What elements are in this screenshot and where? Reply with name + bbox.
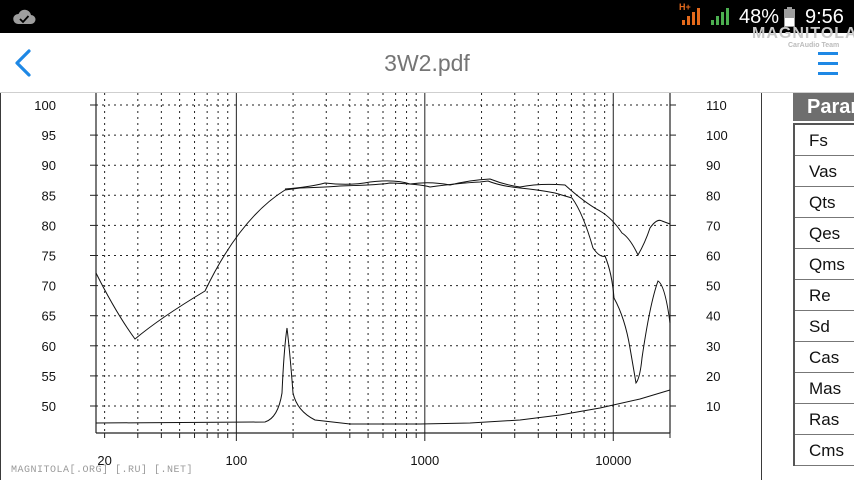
x-axis-tick-label: 1000 bbox=[410, 453, 439, 468]
param-row-fs: Fs bbox=[795, 125, 854, 156]
watermark-logo: MAGNITOLA CarAudio Team bbox=[752, 25, 854, 49]
spl-curve-0deg bbox=[95, 180, 671, 385]
right-axis-tick-label: 40 bbox=[706, 309, 720, 324]
param-row-vas: Vas bbox=[795, 156, 854, 187]
param-row-qes: Qes bbox=[795, 218, 854, 249]
back-arrow-icon[interactable] bbox=[8, 46, 38, 80]
watermark-text: MAGNITOLA[.ORG] [.RU] [.NET] bbox=[11, 465, 194, 476]
left-axis-tick-label: 90 bbox=[42, 158, 56, 173]
parameters-table: Paran Fs Vas Qts Qes Qms Re Sd Cas Mas R… bbox=[788, 93, 854, 480]
document-title: 3W2.pdf bbox=[384, 50, 470, 76]
left-axis-tick-label: 55 bbox=[42, 369, 56, 384]
logo-text: MAGNITOLA bbox=[752, 25, 854, 42]
param-row-ras: Ras bbox=[795, 404, 854, 435]
frequency-response-graph: 100 110 95 100 90 90 85 80 80 70 75 60 70 50 65 40 60 30 5… bbox=[34, 93, 728, 468]
param-row-qts: Qts bbox=[795, 187, 854, 218]
page-left-border bbox=[0, 93, 1, 480]
right-axis-tick-label: 80 bbox=[706, 188, 720, 203]
status-bar: H+ 48% 9:56 bbox=[0, 0, 854, 33]
menu-icon[interactable] bbox=[815, 46, 843, 80]
left-axis-tick-label: 80 bbox=[42, 218, 56, 233]
wifi-signal-icon bbox=[711, 6, 733, 31]
left-axis-tick-label: 95 bbox=[42, 128, 56, 143]
right-axis-tick-label: 30 bbox=[706, 339, 720, 354]
param-row-sd: Sd bbox=[795, 311, 854, 342]
impedance-curve bbox=[95, 327, 671, 425]
param-row-mas: Mas bbox=[795, 373, 854, 404]
clock: 9:56 bbox=[805, 6, 844, 28]
left-axis-tick-label: 85 bbox=[42, 188, 56, 203]
param-row-cms: Cms bbox=[795, 435, 854, 466]
left-axis-tick-label: 100 bbox=[34, 98, 56, 113]
parameters-list: Fs Vas Qts Qes Qms Re Sd Cas Mas Ras Cms bbox=[793, 123, 854, 466]
app-bar-divider bbox=[0, 92, 854, 93]
param-row-re: Re bbox=[795, 280, 854, 311]
param-row-qms: Qms bbox=[795, 249, 854, 280]
x-axis-tick-label: 20 bbox=[97, 453, 111, 468]
pdf-page[interactable]: 100 110 95 100 90 90 85 80 80 70 75 60 70 50 65 40 60 30 5… bbox=[0, 93, 854, 480]
spl-curve-30deg bbox=[284, 178, 671, 257]
x-axis-tick-label: 10000 bbox=[595, 453, 631, 468]
page-column-separator bbox=[761, 93, 762, 480]
logo-subtext: CarAudio Team bbox=[788, 42, 840, 49]
x-axis-tick-label: 100 bbox=[225, 453, 247, 468]
param-row-cas: Cas bbox=[795, 342, 854, 373]
right-axis-tick-label: 60 bbox=[706, 249, 720, 264]
right-axis-tick-label: 90 bbox=[706, 158, 720, 173]
right-axis-tick-label: 50 bbox=[706, 279, 720, 294]
parameters-header: Paran bbox=[793, 93, 854, 121]
right-axis-tick-label: 100 bbox=[706, 128, 728, 143]
right-axis-tick-label: 70 bbox=[706, 218, 720, 233]
left-axis-tick-label: 60 bbox=[42, 339, 56, 354]
left-axis-tick-label: 50 bbox=[42, 399, 56, 414]
battery-icon bbox=[784, 7, 795, 32]
network-type: H+ bbox=[679, 2, 691, 12]
right-axis-tick-label: 10 bbox=[706, 399, 720, 414]
app-bar: 3W2.pdf MAGNITOLA CarAudio Team bbox=[0, 25, 854, 93]
cloud-icon bbox=[12, 9, 36, 30]
left-axis-tick-label: 75 bbox=[42, 249, 56, 264]
battery-percent: 48% bbox=[739, 6, 780, 28]
mobile-signal-icon bbox=[682, 6, 704, 31]
left-axis-tick-label: 65 bbox=[42, 309, 56, 324]
right-axis-tick-label: 110 bbox=[706, 98, 727, 113]
left-axis-tick-label: 70 bbox=[42, 279, 56, 294]
right-axis-tick-label: 20 bbox=[706, 369, 720, 384]
